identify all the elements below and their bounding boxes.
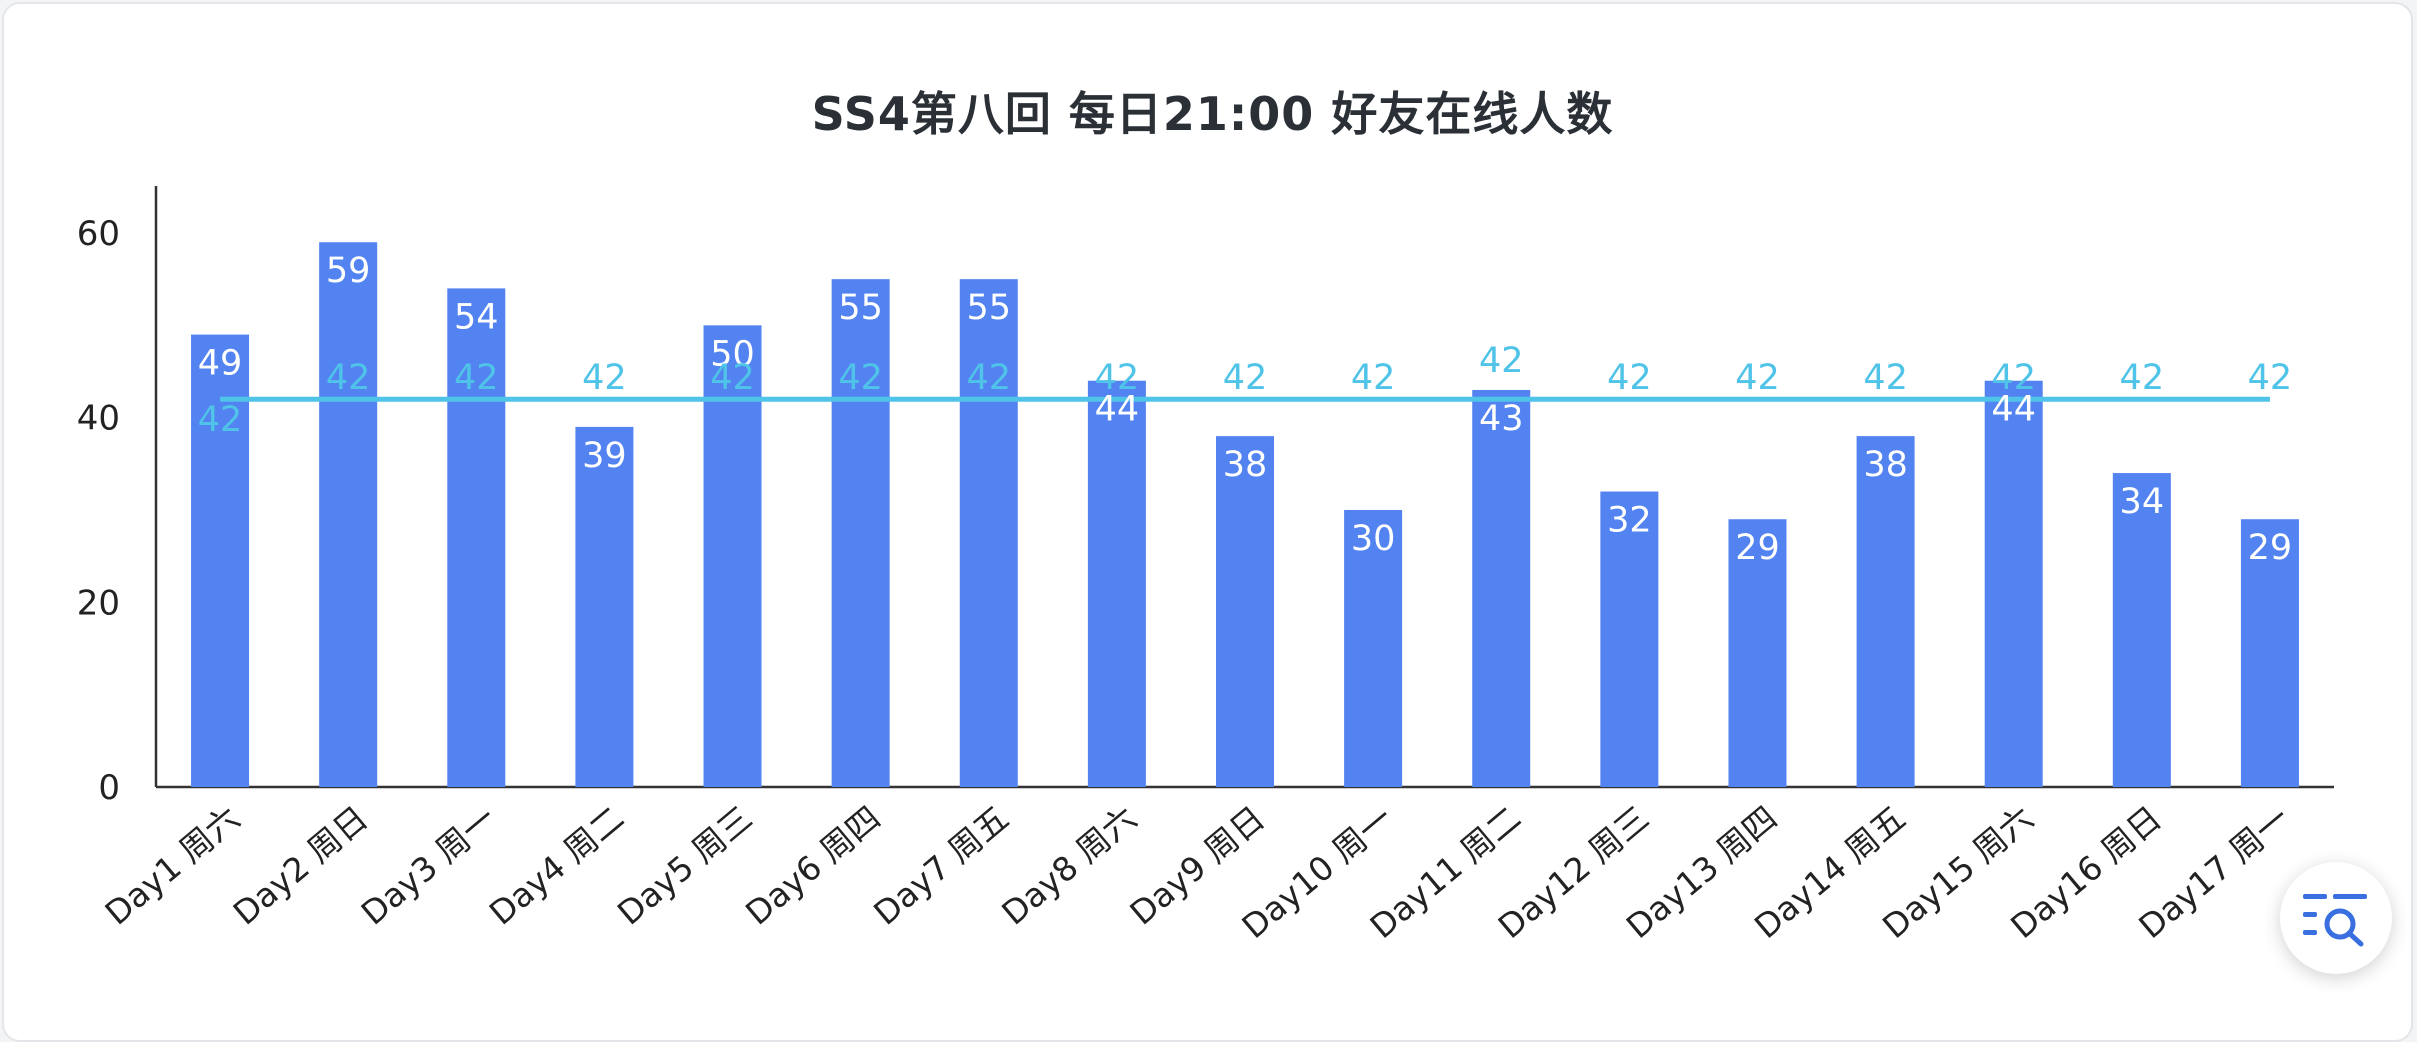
- bar-value-label: 30: [1351, 519, 1396, 559]
- bar-value-label: 32: [1607, 501, 1652, 541]
- bar-value-label: 49: [198, 344, 243, 384]
- chart-search-icon: [2303, 894, 2367, 947]
- average-value-label: 42: [2248, 358, 2293, 398]
- x-tick-label: Day7 周五: [866, 798, 1016, 932]
- average-value-label: 42: [198, 400, 243, 440]
- bar-value-label: 59: [326, 251, 371, 291]
- x-tick-label: Day5 周三: [610, 798, 760, 932]
- average-value-label: 42: [1735, 358, 1780, 398]
- x-tick-label: Day3 周一: [354, 798, 504, 932]
- bar-value-label: 38: [1863, 445, 1908, 485]
- average-value-label: 42: [2120, 358, 2165, 398]
- x-tick-label: Day4 周二: [482, 798, 632, 932]
- chart-analysis-button[interactable]: [2280, 862, 2392, 974]
- average-value-label: 42: [1479, 341, 1524, 381]
- average-value-label: 42: [966, 358, 1011, 398]
- average-value-label: 42: [1095, 358, 1140, 398]
- average-value-label: 42: [1863, 358, 1908, 398]
- average-value-label: 42: [838, 358, 883, 398]
- bar-value-label: 44: [1095, 390, 1140, 430]
- bar: [1856, 436, 1915, 787]
- bar: [447, 288, 506, 787]
- chart-title: SS4第八回 每日21:00 好友在线人数: [811, 87, 1614, 141]
- bar-value-label: 43: [1479, 399, 1524, 439]
- bar: [2240, 519, 2299, 787]
- bar-value-label: 39: [582, 436, 627, 476]
- bar-value-label: 34: [2120, 482, 2165, 522]
- average-value-label: 42: [710, 358, 755, 398]
- x-tick-label: Day6 周四: [738, 798, 888, 932]
- y-tick-label: 40: [77, 399, 120, 439]
- bar: [1728, 519, 1787, 787]
- bar: [1984, 380, 2043, 787]
- bar-value-label: 55: [966, 288, 1011, 328]
- y-tick-label: 20: [77, 583, 120, 623]
- average-value-label: 42: [1991, 358, 2036, 398]
- bars: [191, 242, 2299, 787]
- bar: [703, 325, 762, 787]
- x-tick-label: Day8 周六: [994, 798, 1144, 932]
- bar: [319, 242, 378, 787]
- x-tick-label: Day1 周六: [98, 798, 248, 932]
- y-tick-label: 0: [98, 768, 120, 808]
- bar-value-label: 29: [1735, 528, 1780, 568]
- bar: [1216, 436, 1274, 787]
- bar: [831, 279, 890, 787]
- bar: [1600, 491, 1659, 787]
- bar-value-label: 54: [454, 297, 499, 337]
- x-tick-label: Day2 周日: [226, 798, 376, 932]
- average-value-label: 42: [326, 358, 371, 398]
- bar: [1472, 389, 1531, 787]
- bar: [1087, 380, 1146, 787]
- bar: [959, 279, 1018, 787]
- average-value-label: 42: [1607, 358, 1652, 398]
- bar: [575, 426, 634, 787]
- y-tick-label: 60: [77, 214, 120, 254]
- bar-value-label: 29: [2248, 528, 2293, 568]
- bar: [2112, 473, 2171, 787]
- bar-value-label: 55: [838, 288, 883, 328]
- average-value-label: 42: [582, 358, 627, 398]
- bar-value-label: 50: [710, 334, 755, 374]
- bar-value-label: 38: [1223, 445, 1268, 485]
- average-value-label: 42: [1223, 358, 1268, 398]
- data-labels: 49 59 54 39 50 55 55 44 38 30 43 32 29 38 44 34 29 42 42 42…: [198, 251, 2292, 568]
- bar: [1344, 510, 1403, 787]
- average-value-label: 42: [1351, 358, 1396, 398]
- bar-value-label: 44: [1991, 390, 2036, 430]
- bar: [191, 334, 250, 787]
- average-value-label: 42: [454, 358, 499, 398]
